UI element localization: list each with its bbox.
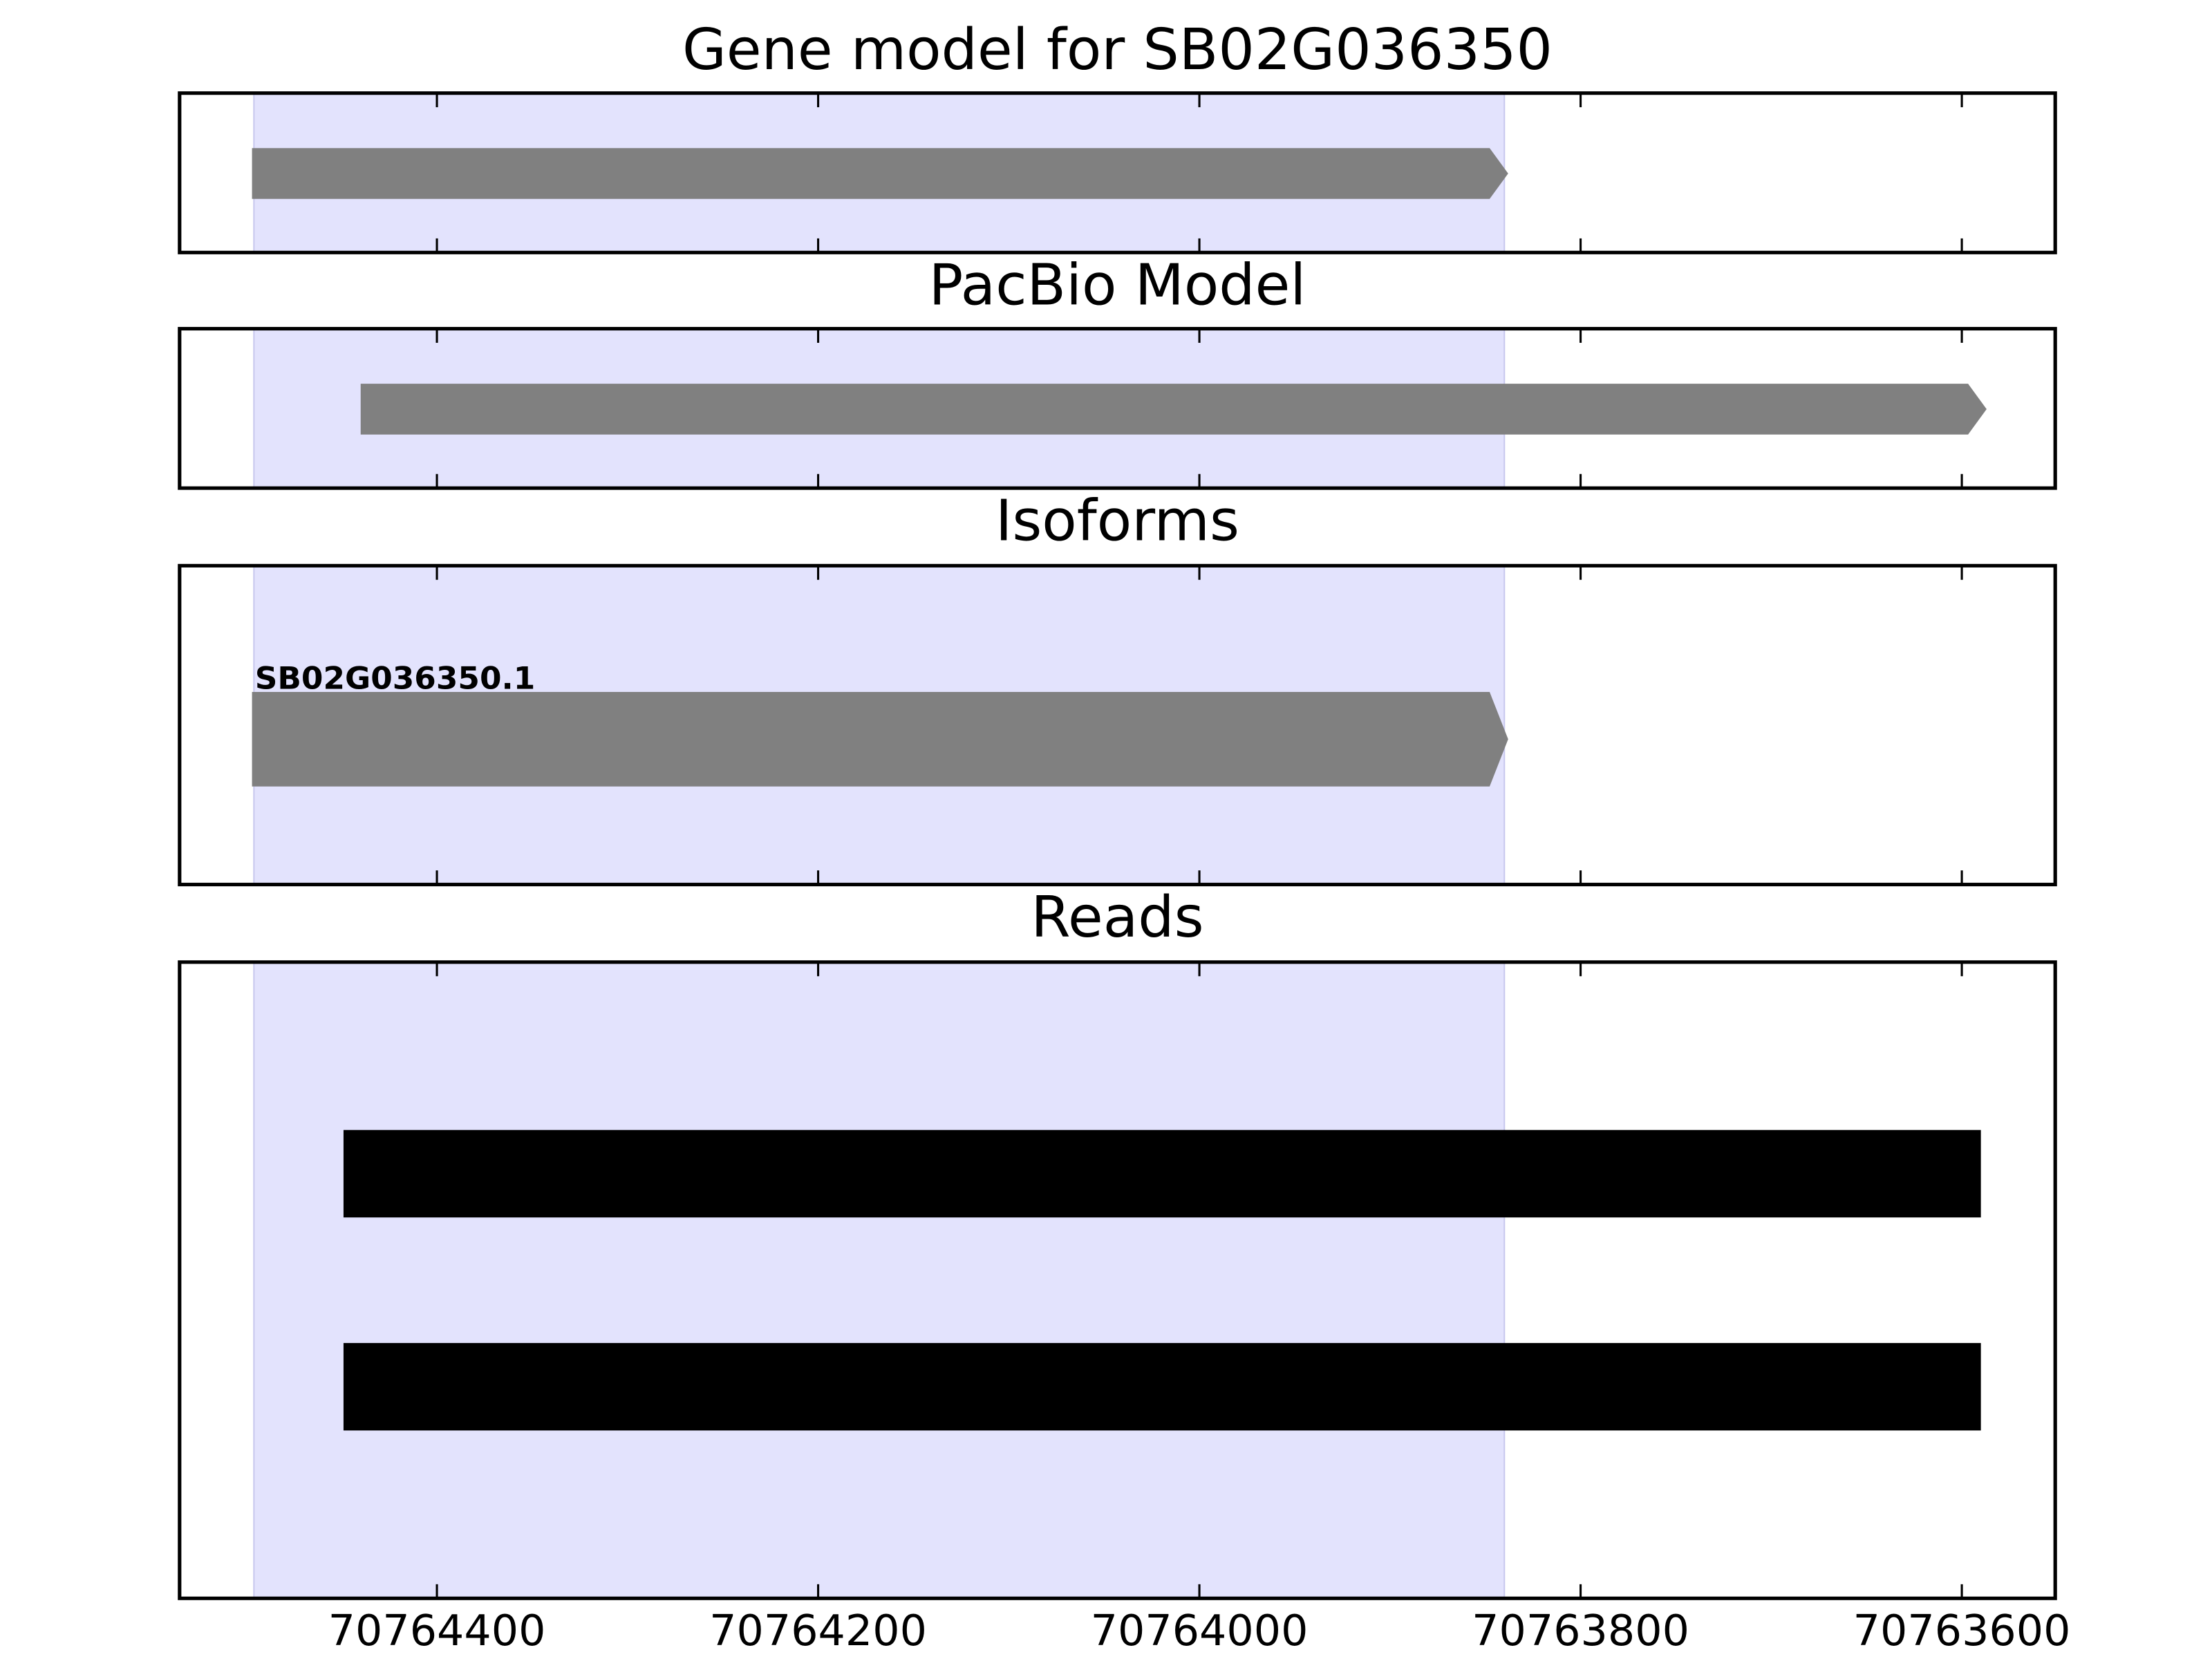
x-tick-label: 70764200 (709, 1606, 927, 1656)
shaded-region (253, 961, 1506, 1600)
panel-title: Isoforms (995, 489, 1239, 554)
x-tick-label: 70763800 (1472, 1606, 1689, 1656)
panel-frame (178, 91, 2057, 254)
read-bar (343, 1130, 1981, 1218)
x-tick-label: 70764400 (328, 1606, 546, 1656)
panel-frame (178, 326, 2057, 490)
panel-frame (178, 960, 2057, 1600)
feature-arrow (252, 692, 1508, 787)
panel-title: Gene model for SB02G036350 (682, 17, 1553, 83)
panel-frame (178, 563, 2057, 887)
read-bar (343, 1342, 1981, 1431)
feature-arrow (252, 148, 1508, 199)
feature-arrow (360, 384, 1987, 435)
panel-title: PacBio Model (929, 253, 1306, 319)
panel-title: Reads (1031, 885, 1203, 950)
x-tick-label: 70764000 (1091, 1606, 1309, 1656)
feature-label: SB02G036350.1 (255, 660, 536, 697)
x-tick-label: 70763600 (1853, 1606, 2071, 1656)
